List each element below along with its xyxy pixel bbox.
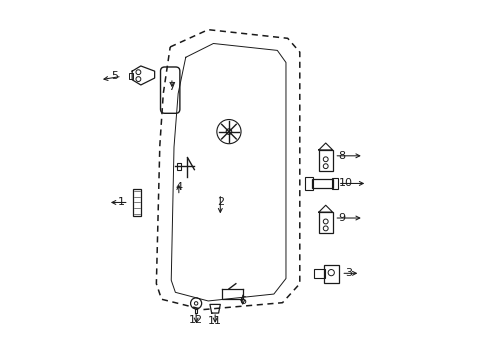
Text: 9: 9 — [338, 213, 345, 223]
Bar — [311, 179, 332, 188]
Bar — [128, 73, 133, 79]
Bar — [318, 150, 332, 171]
Bar — [324, 265, 338, 283]
Bar — [318, 212, 332, 233]
Text: 8: 8 — [338, 151, 345, 161]
Bar — [305, 177, 312, 190]
Bar — [177, 163, 180, 170]
Text: 2: 2 — [216, 198, 224, 207]
Text: 11: 11 — [208, 316, 222, 326]
Text: 7: 7 — [168, 82, 175, 92]
Bar — [313, 269, 324, 279]
Text: 1: 1 — [118, 198, 124, 207]
Text: 3: 3 — [345, 268, 352, 278]
Bar — [331, 178, 338, 189]
Text: 12: 12 — [189, 315, 203, 325]
Text: 4: 4 — [175, 182, 182, 192]
Text: 6: 6 — [239, 296, 246, 306]
Text: 10: 10 — [338, 179, 352, 188]
Text: 5: 5 — [110, 71, 118, 81]
Bar — [133, 189, 141, 216]
